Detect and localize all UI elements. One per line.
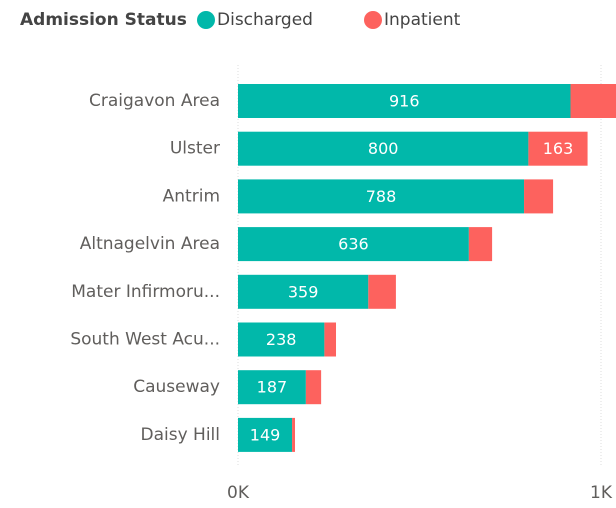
y-tick-label: South West Acu...: [70, 330, 220, 350]
legend-label: Inpatient: [384, 10, 461, 30]
y-tick-label: Ulster: [170, 139, 220, 159]
bar-segment: [238, 227, 469, 262]
x-tick-label: 1K: [590, 483, 613, 503]
y-tick-label: Antrim: [163, 186, 220, 206]
data-label: 149: [250, 425, 281, 444]
legend-swatch: [364, 11, 382, 29]
data-label: 187: [257, 378, 288, 397]
bar-segment: [324, 322, 337, 357]
data-label: 916: [389, 92, 420, 111]
bar-segment: [292, 417, 295, 452]
x-tick-label: 0K: [227, 483, 250, 503]
data-label: 359: [288, 282, 319, 301]
legend-swatch: [197, 11, 215, 29]
plot-area: 916 800 163 788 636 359 238 187 149: [237, 65, 616, 465]
data-label: 788: [366, 187, 397, 206]
data-label: 636: [338, 235, 369, 254]
y-tick-label: Causeway: [133, 377, 220, 397]
bar-segment: [238, 84, 571, 118]
legend-label: Discharged: [217, 10, 313, 30]
data-label: 800: [368, 139, 399, 158]
y-tick-label: Daisy Hill: [140, 425, 220, 445]
y-tick-label: Mater Infirmoru...: [71, 282, 220, 302]
y-tick-label: Craigavon Area: [89, 91, 220, 111]
bar-segment: [368, 274, 396, 309]
bar-segment: [468, 227, 493, 262]
bar-segment: [305, 370, 322, 405]
legend-title: Admission Status: [20, 10, 187, 30]
bar-segment: [528, 131, 588, 166]
bar-segment: [238, 179, 525, 214]
bar-segment: [238, 370, 306, 405]
bar-segment: [238, 417, 293, 452]
bar-segment: [570, 84, 616, 118]
bar-segment: [238, 322, 325, 357]
data-label: 163: [543, 139, 574, 158]
bar-segment: [238, 131, 529, 166]
bar-segment: [524, 179, 554, 214]
y-tick-label: Altnagelvin Area: [80, 234, 220, 254]
data-label: 238: [266, 330, 297, 349]
bar-segment: [238, 274, 369, 309]
